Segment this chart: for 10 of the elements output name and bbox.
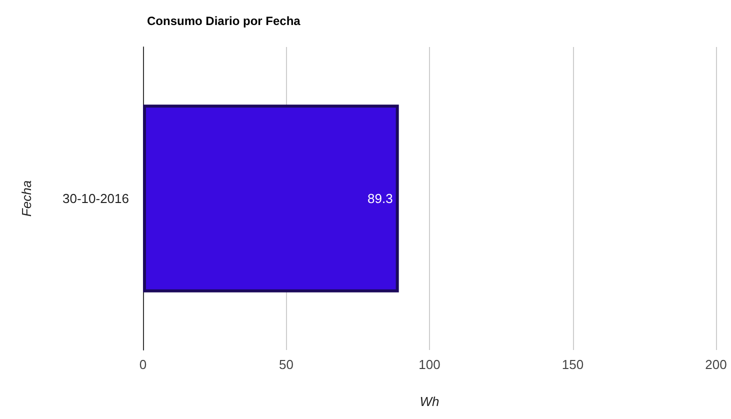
x-tick-label: 50 bbox=[279, 357, 294, 372]
x-tick-label: 0 bbox=[139, 357, 147, 372]
x-tick-label: 100 bbox=[418, 357, 440, 372]
data-label: 89.3 bbox=[368, 191, 393, 206]
y-axis-title: Fecha bbox=[19, 180, 34, 217]
x-tick-label: 200 bbox=[705, 357, 727, 372]
x-tick-label: 150 bbox=[562, 357, 584, 372]
chart-title: Consumo Diario por Fecha bbox=[147, 14, 301, 28]
y-tick-label: 30-10-2016 bbox=[62, 191, 129, 206]
x-axis-title: Wh bbox=[420, 394, 440, 409]
